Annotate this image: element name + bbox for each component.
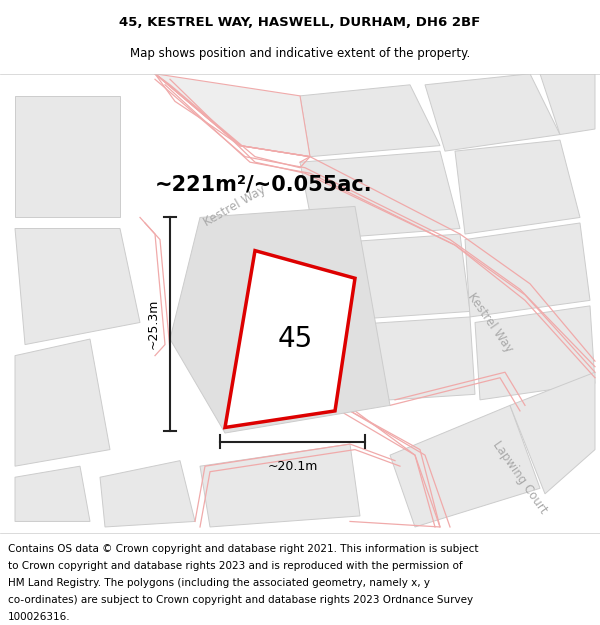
Text: Contains OS data © Crown copyright and database right 2021. This information is : Contains OS data © Crown copyright and d… <box>8 544 478 554</box>
Text: co-ordinates) are subject to Crown copyright and database rights 2023 Ordnance S: co-ordinates) are subject to Crown copyr… <box>8 595 473 605</box>
Polygon shape <box>225 251 355 428</box>
Polygon shape <box>300 234 470 322</box>
Text: Map shows position and indicative extent of the property.: Map shows position and indicative extent… <box>130 47 470 59</box>
Polygon shape <box>15 466 90 521</box>
Text: Lapwing Court: Lapwing Court <box>490 438 550 516</box>
Polygon shape <box>15 229 140 344</box>
Polygon shape <box>15 339 110 466</box>
Polygon shape <box>465 223 590 317</box>
Text: 45: 45 <box>277 325 313 353</box>
Text: ~221m²/~0.055ac.: ~221m²/~0.055ac. <box>155 174 373 194</box>
Polygon shape <box>390 406 540 527</box>
Polygon shape <box>455 140 580 234</box>
Polygon shape <box>475 306 595 400</box>
Polygon shape <box>300 151 460 239</box>
Polygon shape <box>540 74 595 134</box>
Text: 100026316.: 100026316. <box>8 612 70 622</box>
Text: 45, KESTREL WAY, HASWELL, DURHAM, DH6 2BF: 45, KESTREL WAY, HASWELL, DURHAM, DH6 2B… <box>119 16 481 29</box>
Polygon shape <box>300 85 440 157</box>
Polygon shape <box>155 74 310 157</box>
Polygon shape <box>200 444 360 527</box>
Text: Kestrel Way: Kestrel Way <box>465 291 515 354</box>
Text: HM Land Registry. The polygons (including the associated geometry, namely x, y: HM Land Registry. The polygons (includin… <box>8 578 430 588</box>
Polygon shape <box>100 461 195 527</box>
Text: ~25.3m: ~25.3m <box>147 299 160 349</box>
Text: to Crown copyright and database rights 2023 and is reproduced with the permissio: to Crown copyright and database rights 2… <box>8 561 463 571</box>
Text: ~20.1m: ~20.1m <box>268 459 317 472</box>
Polygon shape <box>425 74 560 151</box>
Polygon shape <box>15 96 120 218</box>
Text: Kestrel Way: Kestrel Way <box>202 183 268 229</box>
Polygon shape <box>510 372 595 494</box>
Polygon shape <box>300 317 475 406</box>
Polygon shape <box>170 206 390 433</box>
